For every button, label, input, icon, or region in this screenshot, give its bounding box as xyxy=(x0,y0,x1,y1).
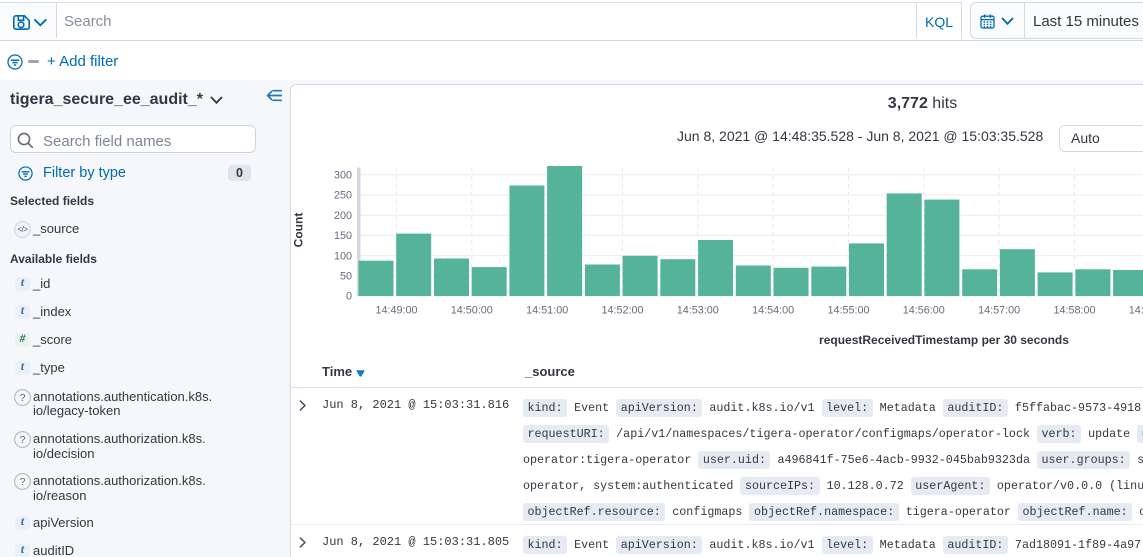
svg-text:?: ? xyxy=(20,476,26,488)
svg-text:14:56:00: 14:56:00 xyxy=(903,305,945,317)
svg-text:14:58:00: 14:58:00 xyxy=(1053,305,1095,317)
svg-text:14:54:00: 14:54:00 xyxy=(752,305,794,317)
svg-text:14:52:00: 14:52:00 xyxy=(601,305,643,317)
svg-text:?: ? xyxy=(20,434,26,446)
svg-text:14:57:00: 14:57:00 xyxy=(978,305,1020,317)
svg-text:14:50:00: 14:50:00 xyxy=(451,305,493,317)
svg-text:200: 200 xyxy=(334,210,352,222)
svg-text:?: ? xyxy=(20,392,26,404)
svg-text:14:53:00: 14:53:00 xyxy=(677,305,719,317)
svg-text:100: 100 xyxy=(334,250,352,262)
svg-text:14:51:00: 14:51:00 xyxy=(526,305,568,317)
svg-text:50: 50 xyxy=(340,271,352,283)
svg-text:Count: Count xyxy=(292,213,306,248)
svg-text:14:55:00: 14:55:00 xyxy=(827,305,869,317)
svg-text:300: 300 xyxy=(334,170,352,182)
svg-text:250: 250 xyxy=(334,190,352,202)
svg-text:</>: </> xyxy=(17,225,28,234)
svg-text:14:49:00: 14:49:00 xyxy=(375,305,417,317)
svg-text:requestReceivedTimestamp per 3: requestReceivedTimestamp per 30 seconds xyxy=(819,333,1069,347)
svg-text:14:59:00: 14:59:00 xyxy=(1129,305,1143,317)
svg-text:0: 0 xyxy=(346,291,352,303)
svg-text:150: 150 xyxy=(334,230,352,242)
